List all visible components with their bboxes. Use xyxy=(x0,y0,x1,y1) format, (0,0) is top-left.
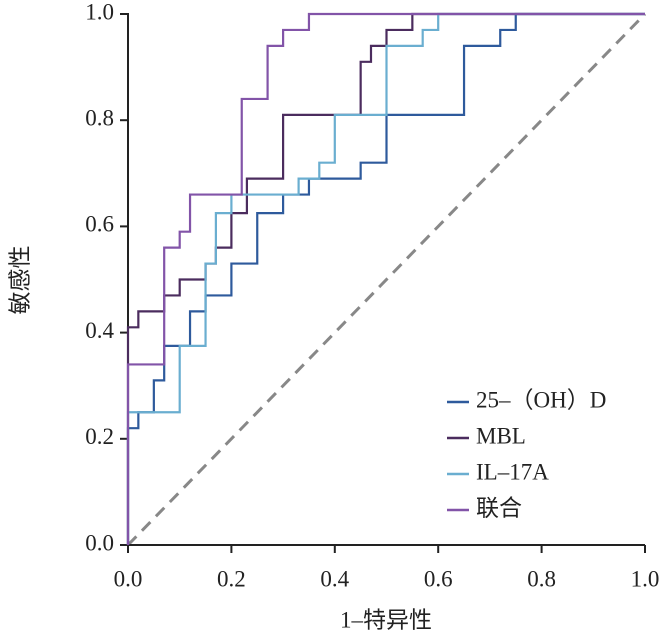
y-axis-title: 敏感性 xyxy=(7,246,32,315)
x-tick-label: 0.6 xyxy=(424,566,453,591)
legend-label: 联合 xyxy=(476,495,522,520)
y-tick-label: 0.8 xyxy=(85,105,114,130)
roc-curve xyxy=(126,12,645,545)
x-tick-label: 1.0 xyxy=(631,566,660,591)
y-tick-label: 0.6 xyxy=(85,212,114,237)
x-tick-label: 0.0 xyxy=(114,566,143,591)
x-tick-label: 0.2 xyxy=(217,566,246,591)
roc-curve xyxy=(126,12,645,545)
y-tick-label: 0.4 xyxy=(85,318,114,343)
legend-label: 25–（OH）D xyxy=(476,387,606,412)
y-tick-label: 0.0 xyxy=(85,530,114,555)
roc-curve xyxy=(126,12,645,545)
y-tick-label: 0.2 xyxy=(85,424,114,449)
x-tick-label: 0.8 xyxy=(527,566,556,591)
x-tick-label: 0.4 xyxy=(320,566,349,591)
legend-label: IL–17A xyxy=(476,459,549,484)
legend-label: MBL xyxy=(476,423,526,448)
y-tick-label: 1.0 xyxy=(85,0,114,24)
reference-line xyxy=(126,12,647,547)
x-axis-title: 1–特异性 xyxy=(340,607,432,632)
